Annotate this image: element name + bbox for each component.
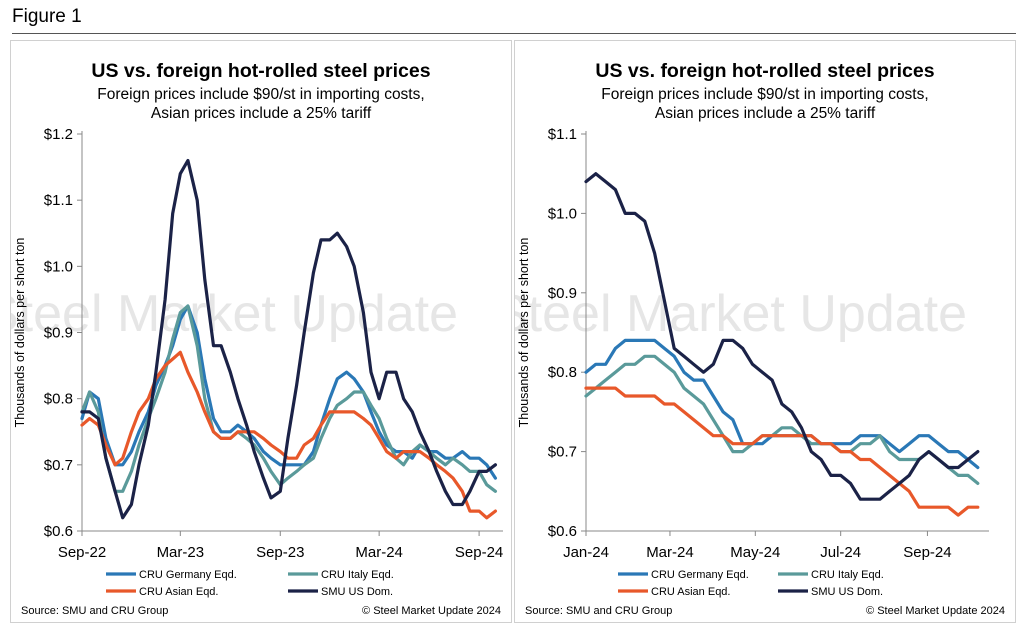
y-tick-label: $1.0 [44,258,73,275]
y-tick-label: $0.6 [548,523,577,540]
legend-label: CRU Italy Eqd. [321,569,394,581]
chart-subtitle-line: Foreign prices include $90/st in importi… [601,86,928,103]
chart-subtitle-line: Asian prices include a 25% tariff [655,105,876,122]
x-tick-label: May-24 [730,544,780,561]
copyright-note: © Steel Market Update 2024 [866,605,1005,617]
chart-left-svg: Steel Market Update US vs. foreign hot-ro… [11,60,503,617]
y-tick-label: $1.2 [44,126,73,143]
y-tick-label: $1.1 [44,192,73,209]
series-line-cru-asian-eqd [80,350,497,520]
series-line-cru-asian-eqd [584,386,980,517]
figure-rule [12,33,1016,34]
x-tick-label: Mar-23 [157,544,205,561]
source-note: Source: SMU and CRU Group [525,605,672,617]
legend-label: CRU Asian Eqd. [139,586,218,598]
chart-subtitle-line: Asian prices include a 25% tariff [151,105,372,122]
y-tick-label: $1.1 [548,126,577,143]
y-tick-label: $0.7 [44,457,73,474]
x-tick-label: Sep-22 [58,544,106,561]
source-note: Source: SMU and CRU Group [21,605,168,617]
legend-label: CRU Asian Eqd. [651,586,730,598]
series-line-cru-italy-eqd [584,354,980,485]
x-tick-label: Sep-24 [903,544,951,561]
y-tick-label: $0.7 [548,444,577,461]
watermark: Steel Market Update [515,285,967,343]
legend-label: CRU Italy Eqd. [811,569,884,581]
x-tick-label: Jul-24 [820,544,861,561]
y-tick-label: $0.8 [548,364,577,381]
y-axis-label: Thousands of dollars per short ton [517,238,531,428]
series-line-smu-us-dom [584,172,980,501]
y-tick-label: $1.0 [548,205,577,222]
x-tick-label: Mar-24 [355,544,403,561]
legend-label: SMU US Dom. [811,586,883,598]
x-tick-label: Sep-23 [256,544,304,561]
figure-label: Figure 1 [12,6,82,27]
chart-title: US vs. foreign hot-rolled steel prices [595,60,934,82]
copyright-note: © Steel Market Update 2024 [362,605,501,617]
chart-panel-right: Steel Market Update US vs. foreign hot-ro… [514,40,1016,623]
y-tick-label: $0.6 [44,523,73,540]
watermark: Steel Market Update [11,285,458,343]
y-tick-label: $0.8 [44,391,73,408]
chart-panel-left: Steel Market Update US vs. foreign hot-ro… [10,40,512,623]
legend-label: SMU US Dom. [321,586,393,598]
chart-title: US vs. foreign hot-rolled steel prices [91,60,430,82]
x-tick-label: Jan-24 [563,544,609,561]
x-tick-label: Sep-24 [455,544,503,561]
series-line-smu-us-dom [80,158,497,520]
y-tick-label: $0.9 [44,325,73,342]
chart-subtitle-line: Foreign prices include $90/st in importi… [97,86,424,103]
x-tick-label: Mar-24 [646,544,694,561]
legend-label: CRU Germany Eqd. [651,569,749,581]
y-axis-label: Thousands of dollars per short ton [13,238,27,428]
y-tick-label: $0.9 [548,285,577,302]
chart-right-svg: Steel Market Update US vs. foreign hot-ro… [515,60,1005,617]
legend-label: CRU Germany Eqd. [139,569,237,581]
